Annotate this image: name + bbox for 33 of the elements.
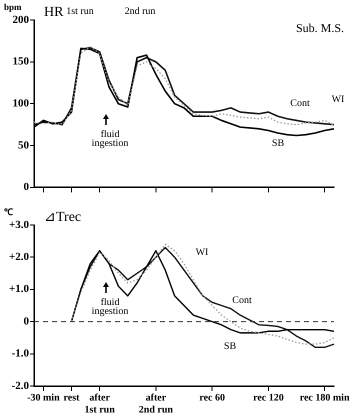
y-tick-label: +2.0 bbox=[8, 251, 30, 264]
y-axis-title: bpm bbox=[4, 2, 22, 12]
chart-title: ⊿Trec bbox=[44, 210, 82, 225]
x-tick-label: rec 120 bbox=[253, 392, 284, 404]
annotation: fluid ingestion bbox=[92, 297, 128, 317]
y-tick-label: 0 bbox=[24, 181, 30, 194]
text: 1st run bbox=[66, 6, 94, 17]
series-label: Cont bbox=[232, 295, 252, 306]
x-tick-label: rec 60 bbox=[199, 392, 225, 404]
y-tick-label: 0 bbox=[24, 315, 30, 328]
series-label: Cont bbox=[290, 98, 310, 109]
annotation: fluid ingestion bbox=[92, 129, 128, 149]
x-tick-label: -30 min bbox=[27, 392, 60, 404]
x-tick-label: rest bbox=[64, 392, 80, 404]
y-tick-label: -2.0 bbox=[12, 380, 30, 392]
y-tick-label: +3.0 bbox=[8, 218, 30, 231]
y-tick-label: 150 bbox=[12, 56, 30, 68]
series-label: SB bbox=[272, 138, 284, 149]
series-label: WI bbox=[332, 94, 344, 105]
chart-title: HR bbox=[44, 5, 64, 20]
series-label: WI bbox=[196, 247, 208, 258]
text: 2nd run bbox=[124, 6, 156, 17]
y-axis-title: ℃ bbox=[4, 207, 13, 217]
annotation: Sub. M.S. bbox=[296, 21, 344, 35]
y-tick-label: 50 bbox=[18, 139, 30, 152]
y-tick-label: -1.0 bbox=[12, 348, 30, 360]
x-tick-label: rec 180 min bbox=[300, 392, 350, 404]
y-tick-label: 200 bbox=[12, 14, 30, 26]
x-tick-label: after 1st run bbox=[84, 392, 116, 416]
y-tick-label: 100 bbox=[12, 98, 30, 110]
series-label: SB bbox=[224, 341, 236, 352]
x-tick-label: after 2nd run bbox=[138, 392, 174, 416]
y-tick-label: +1.0 bbox=[8, 283, 30, 296]
